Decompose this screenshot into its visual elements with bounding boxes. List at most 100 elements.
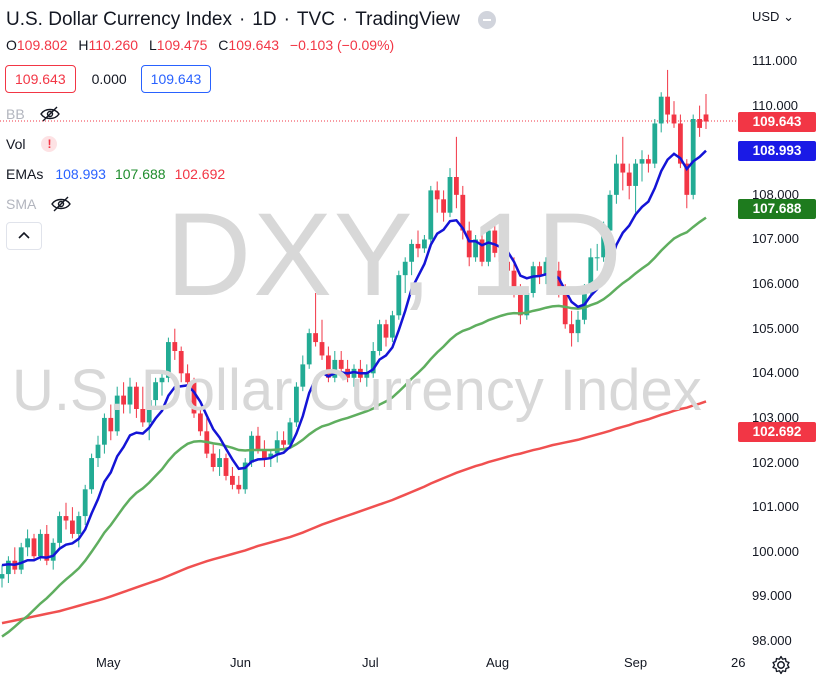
low-label: L xyxy=(148,37,157,53)
candle-body xyxy=(191,382,197,414)
separator-dot: · xyxy=(283,9,290,30)
collapse-legend-icon[interactable] xyxy=(477,11,496,29)
candle-body xyxy=(0,574,5,579)
candle xyxy=(390,310,395,343)
candle xyxy=(428,185,434,244)
close-value: 109.643 xyxy=(228,37,280,53)
candle-body xyxy=(479,239,485,262)
watermark-symbol: DXY, 1D xyxy=(166,189,624,321)
candle-body xyxy=(6,560,11,575)
candle xyxy=(153,377,158,409)
low-value: 109.475 xyxy=(156,37,208,53)
currency-label: USD xyxy=(752,9,780,24)
trade-boxes: 109.643 0.000 109.643 xyxy=(5,65,212,93)
candle xyxy=(607,190,613,235)
candles xyxy=(0,69,709,588)
candle-body xyxy=(146,400,152,423)
ema-fast-line xyxy=(1,149,707,567)
candle xyxy=(396,270,402,320)
eye-crossed-icon[interactable] xyxy=(39,106,61,122)
indicator-bb[interactable]: BB xyxy=(6,106,61,122)
candle xyxy=(217,449,222,476)
candle xyxy=(351,364,357,387)
candle-body xyxy=(57,516,62,543)
ema-slow-value: 102.692 xyxy=(174,166,226,182)
settings-gear-icon[interactable] xyxy=(771,655,791,675)
candle xyxy=(658,92,664,133)
candle-body xyxy=(460,194,466,231)
candle-body xyxy=(447,177,453,213)
candle-body xyxy=(82,489,88,517)
candle-body xyxy=(434,190,440,200)
buy-price-button[interactable]: 109.643 xyxy=(140,65,212,93)
candle xyxy=(377,319,382,356)
candle xyxy=(633,159,638,213)
candle-body xyxy=(524,293,530,316)
warning-icon[interactable]: ! xyxy=(41,136,58,152)
bb-label: BB xyxy=(6,106,25,122)
ema-label: EMAs xyxy=(6,166,44,182)
candle-body xyxy=(281,440,286,445)
candle xyxy=(25,529,30,557)
price-axis-label: 108.000 xyxy=(752,186,799,202)
time-axis-label: May xyxy=(96,655,121,670)
price-axis-label: 100.000 xyxy=(752,543,799,559)
candle-body xyxy=(76,516,82,534)
candle xyxy=(409,239,414,276)
sma-label: SMA xyxy=(6,196,37,212)
candle xyxy=(191,377,197,418)
indicator-emas[interactable]: EMAs 108.993 107.688 102.692 xyxy=(6,166,225,182)
symbol-title-bar[interactable]: U.S. Dollar Currency Index · 1D · TVC · … xyxy=(6,9,496,31)
candle-body xyxy=(697,119,702,128)
candle xyxy=(31,533,37,561)
candle xyxy=(614,154,619,204)
candle xyxy=(102,413,107,454)
candle-body xyxy=(550,261,555,271)
collapse-indicators-button[interactable] xyxy=(6,222,42,250)
candle xyxy=(89,453,94,494)
sell-price-button[interactable]: 109.643 xyxy=(5,65,76,93)
interval-label[interactable]: 1D xyxy=(252,9,277,30)
candle xyxy=(537,261,542,285)
candle-body xyxy=(332,359,338,378)
indicator-vol[interactable]: Vol ! xyxy=(6,136,58,152)
candle-body xyxy=(601,230,606,258)
candle xyxy=(210,444,216,472)
eye-crossed-icon[interactable] xyxy=(50,196,72,212)
symbol-title[interactable]: U.S. Dollar Currency Index xyxy=(6,9,232,30)
candle-body xyxy=(172,342,178,351)
candle xyxy=(70,507,75,539)
currency-selector[interactable]: USD ⌄ xyxy=(752,9,794,25)
time-axis-label: Sep xyxy=(624,655,648,670)
candle-body xyxy=(441,199,446,213)
candle-body xyxy=(473,239,478,258)
candle xyxy=(185,364,190,401)
candle-body xyxy=(287,422,293,445)
candle xyxy=(134,382,139,418)
candle-body xyxy=(556,270,562,293)
ema-mid-value: 107.688 xyxy=(114,166,166,182)
candle xyxy=(498,239,504,267)
candle-body xyxy=(569,324,574,334)
candle-body xyxy=(703,114,709,122)
candle xyxy=(287,417,293,450)
indicator-sma[interactable]: SMA xyxy=(6,196,72,212)
platform-label: TradingView xyxy=(355,9,460,30)
time-axis-label: Jun xyxy=(230,655,251,670)
candle-body xyxy=(402,261,408,276)
candle-body xyxy=(63,516,69,521)
open-value: 109.802 xyxy=(16,37,68,53)
separator-dot: · xyxy=(238,9,246,30)
candle-body xyxy=(409,243,414,262)
candle-body xyxy=(306,333,312,365)
candle xyxy=(332,351,338,383)
candle-body xyxy=(198,413,203,432)
candle-body xyxy=(575,319,581,334)
candle xyxy=(242,458,248,494)
candle xyxy=(402,257,408,293)
candle-body xyxy=(262,449,267,459)
price-axis-label: 102.000 xyxy=(752,454,799,470)
candle-body xyxy=(454,177,459,195)
candle xyxy=(146,395,152,441)
